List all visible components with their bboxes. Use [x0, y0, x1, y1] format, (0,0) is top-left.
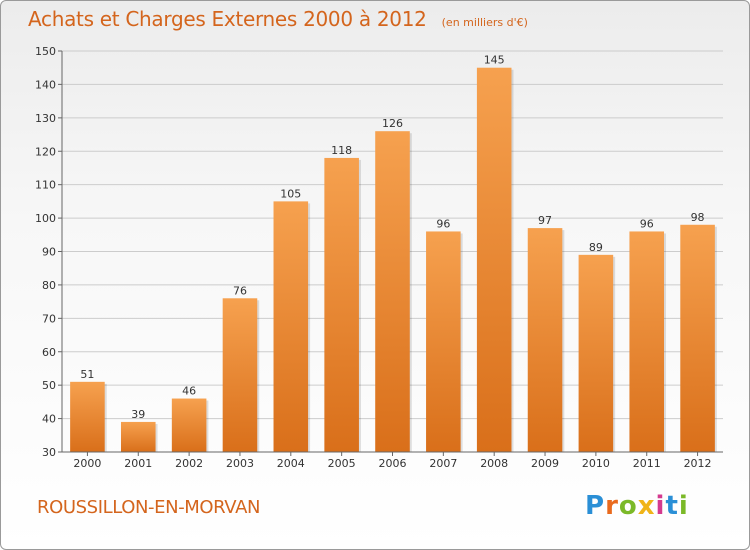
- bar: [324, 157, 359, 452]
- data-label: 97: [538, 214, 552, 227]
- bar: [426, 231, 461, 452]
- chart-unit: (en milliers d'€): [441, 16, 528, 29]
- y-tick-label: 50: [42, 379, 56, 392]
- y-tick-label: 40: [42, 413, 56, 426]
- x-tick-label: 2005: [328, 457, 356, 470]
- x-tick-label: 2004: [277, 457, 305, 470]
- x-tick-label: 2012: [684, 457, 712, 470]
- data-label: 51: [80, 368, 94, 381]
- location-name: ROUSSILLON-EN-MORVAN: [37, 497, 261, 518]
- axes: 30 40 50 60 70 80 90 100 110 120 130 140 150 2000 2001…: [35, 45, 723, 470]
- x-tick-label: 2008: [480, 457, 508, 470]
- x-tick-label: 2002: [175, 457, 203, 470]
- x-tick-label: 2007: [429, 457, 457, 470]
- y-tick-label: 30: [42, 446, 56, 459]
- y-tick-label: 130: [35, 112, 56, 125]
- bar: [578, 254, 614, 452]
- x-tick-label: 2011: [633, 457, 661, 470]
- bar: [629, 231, 665, 452]
- bar: [273, 201, 309, 452]
- data-label: 105: [280, 187, 301, 200]
- bar: [527, 228, 563, 452]
- y-tick-label: 100: [35, 212, 56, 225]
- bar: [120, 421, 156, 452]
- data-label: 98: [691, 211, 705, 224]
- y-tick-label: 120: [35, 145, 56, 158]
- y-tick-label: 110: [35, 179, 56, 192]
- bar: [476, 67, 512, 452]
- data-label: 96: [436, 217, 450, 230]
- y-tick-label: 70: [42, 312, 56, 325]
- y-tick-label: 90: [42, 246, 56, 259]
- bar: [222, 298, 258, 452]
- data-label: 145: [484, 54, 505, 67]
- bars: [70, 67, 717, 452]
- y-tick-label: 80: [42, 279, 56, 292]
- x-tick-label: 2009: [531, 457, 559, 470]
- data-label: 76: [233, 284, 247, 297]
- labels: 51 39 46 76 105 118 126 96 145 97 89 96 98: [80, 54, 704, 421]
- bar: [375, 131, 410, 452]
- data-label: 39: [131, 408, 145, 421]
- x-tick-label: 2003: [226, 457, 254, 470]
- bar: [680, 224, 715, 452]
- bar: [171, 398, 207, 452]
- y-tick-label: 150: [35, 45, 56, 58]
- title-row: Achats et Charges Externes 2000 à 2012 (…: [28, 7, 528, 31]
- x-tick-label: 2001: [124, 457, 152, 470]
- y-tick-label: 140: [35, 78, 56, 91]
- proxiti-logo: Proxiti: [585, 491, 689, 521]
- data-label: 96: [640, 217, 654, 230]
- y-tick-label: 60: [42, 346, 56, 359]
- bar: [70, 381, 105, 452]
- x-tick-label: 2000: [73, 457, 101, 470]
- x-tick-label: 2006: [379, 457, 407, 470]
- data-label: 126: [382, 117, 403, 130]
- chart-title: Achats et Charges Externes 2000 à 2012: [28, 7, 427, 31]
- x-tick-label: 2010: [582, 457, 610, 470]
- data-label: 46: [182, 385, 196, 398]
- data-label: 118: [331, 144, 352, 157]
- data-label: 89: [589, 241, 603, 254]
